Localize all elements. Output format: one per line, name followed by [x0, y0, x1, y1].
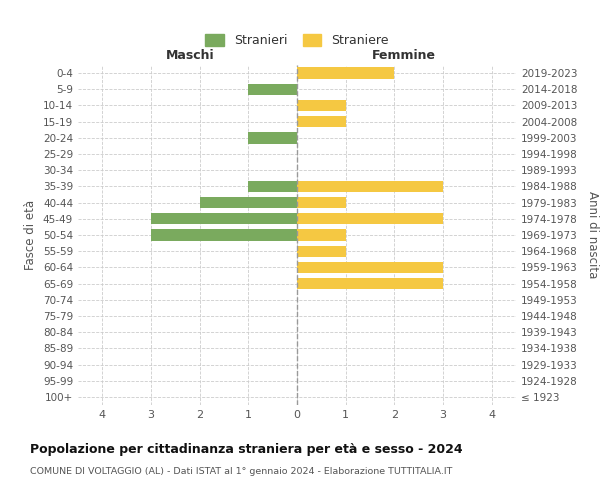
Legend: Stranieri, Straniere: Stranieri, Straniere [202, 30, 392, 51]
Bar [297, 230, 346, 240]
Text: Femmine: Femmine [372, 48, 436, 62]
Bar [297, 213, 443, 224]
Bar [248, 84, 297, 95]
Bar [297, 278, 443, 289]
Bar [297, 100, 346, 111]
Bar [248, 181, 297, 192]
Bar [297, 262, 443, 273]
Bar [248, 132, 297, 143]
Bar [297, 68, 394, 79]
Text: Maschi: Maschi [166, 48, 214, 62]
Bar [297, 197, 346, 208]
Text: COMUNE DI VOLTAGGIO (AL) - Dati ISTAT al 1° gennaio 2024 - Elaborazione TUTTITAL: COMUNE DI VOLTAGGIO (AL) - Dati ISTAT al… [30, 468, 452, 476]
Y-axis label: Anni di nascita: Anni di nascita [586, 192, 599, 278]
Bar [151, 213, 297, 224]
Bar [297, 116, 346, 128]
Bar [297, 181, 443, 192]
Bar [200, 197, 297, 208]
Y-axis label: Fasce di età: Fasce di età [25, 200, 37, 270]
Bar [297, 246, 346, 257]
Text: Popolazione per cittadinanza straniera per età e sesso - 2024: Popolazione per cittadinanza straniera p… [30, 442, 463, 456]
Bar [151, 230, 297, 240]
